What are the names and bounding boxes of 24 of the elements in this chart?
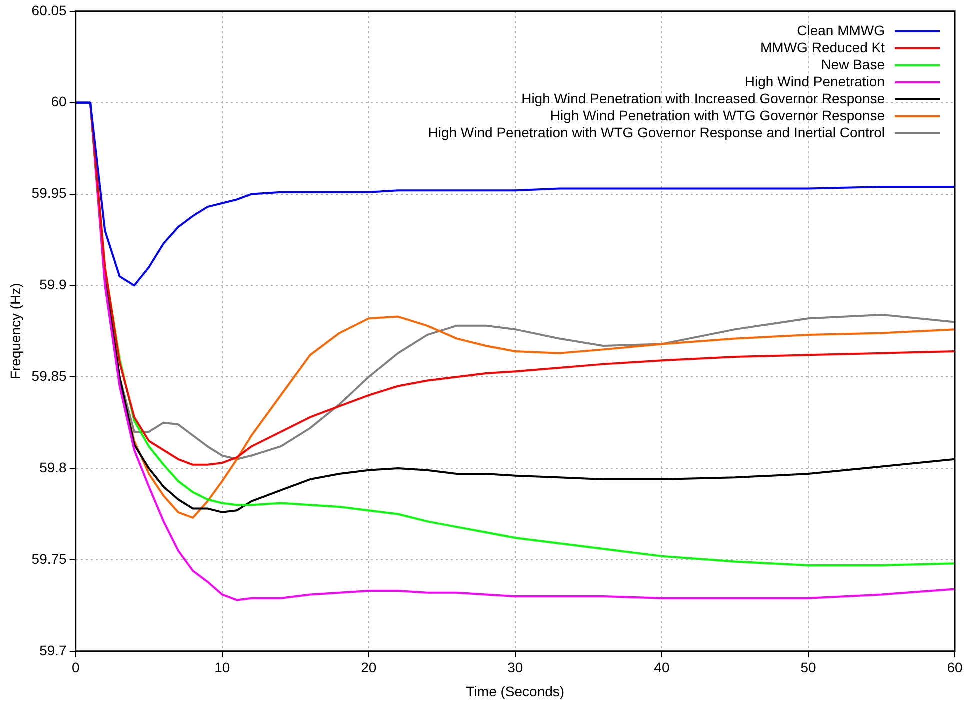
- y-tick-label: 59.8: [40, 459, 68, 476]
- x-tick-label: 10: [214, 660, 230, 676]
- x-tick-label: 30: [508, 660, 524, 676]
- y-tick-label: 60.05: [32, 2, 68, 18]
- x-tick-label: 50: [800, 660, 816, 676]
- x-tick-label: 40: [654, 660, 670, 676]
- x-tick-label: 0: [72, 660, 80, 676]
- y-tick-label: 59.95: [32, 185, 68, 202]
- legend-label: High Wind Penetration with Increased Governor Response: [522, 90, 886, 106]
- legend-label: High Wind Penetration with WTG Governor Response: [550, 107, 886, 124]
- x-axis-title: Time (Seconds): [466, 683, 565, 700]
- y-tick-label: 59.9: [40, 276, 68, 293]
- x-tick-label: 20: [361, 660, 377, 676]
- y-tick-label: 59.85: [32, 368, 68, 384]
- legend-label: High Wind Penetration with WTG Governor Response and Inertial Control: [428, 124, 885, 140]
- y-tick-label: 60: [51, 94, 68, 110]
- y-tick-label: 59.75: [32, 550, 68, 567]
- y-axis-title: Frequency (Hz): [7, 283, 24, 380]
- legend-label: New Base: [821, 56, 886, 72]
- y-tick-label: 59.7: [40, 642, 68, 658]
- legend-label: Clean MMWG: [797, 22, 885, 38]
- x-tick-label: 60: [947, 660, 963, 676]
- legend-label: High Wind Penetration: [744, 73, 885, 90]
- legend-label: MMWG Reduced Kt: [760, 39, 886, 56]
